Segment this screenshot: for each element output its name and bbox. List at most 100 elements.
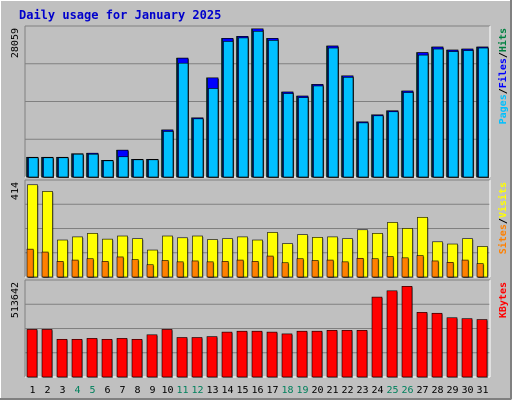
- x-tick-label-day-20: 20: [311, 385, 323, 396]
- bar-kbytes-day-18: [281, 333, 293, 378]
- x-tick-label-day-22: 22: [341, 385, 353, 396]
- legend-separator: /: [498, 52, 509, 58]
- bar-sites-day-25: [386, 256, 394, 278]
- panel-hits-legend: Pages/Files/Hits: [497, 28, 509, 124]
- bar-sites-day-28: [431, 260, 439, 278]
- x-tick-label-day-8: 8: [134, 385, 140, 396]
- bar-pages-day-26: [403, 92, 414, 178]
- bar-kbytes-day-23: [356, 330, 368, 378]
- x-tick-label-day-27: 27: [416, 385, 428, 396]
- bar-pages-day-31: [478, 47, 489, 178]
- bar-sites-day-14: [221, 261, 229, 278]
- chart-title: Daily usage for January 2025: [19, 8, 221, 22]
- bar-sites-day-8: [131, 259, 139, 278]
- legend-separator: /: [498, 218, 509, 224]
- bar-kbytes-day-7: [116, 338, 128, 378]
- x-tick-label-day-14: 14: [221, 385, 233, 396]
- bar-pages-day-14: [223, 41, 234, 178]
- bar-sites-day-11: [176, 261, 184, 278]
- bar-kbytes-day-20: [311, 330, 323, 378]
- bar-kbytes-day-19: [296, 330, 308, 378]
- bar-pages-day-21: [328, 47, 339, 178]
- bar-sites-day-6: [101, 261, 109, 278]
- x-tick-label-day-28: 28: [431, 385, 443, 396]
- x-tick-label-day-21: 21: [326, 385, 338, 396]
- bar-kbytes-day-10: [161, 329, 173, 378]
- bar-pages-day-2: [43, 157, 54, 178]
- bar-pages-day-12: [193, 118, 204, 178]
- x-tick-label-day-11: 11: [176, 385, 188, 396]
- bar-pages-day-23: [358, 122, 369, 178]
- bar-kbytes-day-1: [26, 329, 38, 378]
- x-tick-label-day-24: 24: [371, 385, 383, 396]
- labels-layer: 28059Pages/Files/Hits414Sites/Visits5136…: [10, 28, 509, 396]
- bar-sites-day-26: [401, 257, 409, 278]
- bar-kbytes-day-3: [56, 338, 68, 378]
- bar-sites-day-15: [236, 259, 244, 278]
- bar-kbytes-day-17: [266, 331, 278, 378]
- x-tick-label-day-18: 18: [281, 385, 293, 396]
- legend-entry-sites: Sites: [497, 224, 509, 254]
- bar-pages-day-5: [88, 153, 99, 178]
- bar-kbytes-day-14: [221, 331, 233, 378]
- bar-kbytes-day-15: [236, 330, 248, 378]
- bar-kbytes-day-12: [191, 337, 203, 378]
- bar-pages-day-25: [388, 111, 399, 178]
- legend-entry-pages: Pages: [498, 94, 509, 124]
- panel-kbytes-legend: KBytes: [498, 282, 509, 318]
- x-tick-label-day-31: 31: [476, 385, 488, 396]
- bar-sites-day-9: [146, 264, 154, 278]
- bar-kbytes-day-9: [146, 334, 158, 378]
- bar-pages-day-28: [433, 48, 444, 178]
- x-tick-label-day-23: 23: [356, 385, 368, 396]
- bar-pages-day-7: [118, 156, 129, 178]
- bar-pages-day-18: [283, 93, 294, 178]
- bar-sites-day-2: [41, 251, 49, 278]
- bar-pages-day-22: [343, 77, 354, 178]
- bar-sites-day-3: [56, 261, 64, 278]
- bar-kbytes-day-28: [431, 312, 443, 378]
- bar-kbytes-day-6: [101, 338, 113, 378]
- bar-kbytes-day-30: [461, 318, 473, 378]
- bar-pages-day-11: [178, 62, 189, 178]
- bar-pages-day-13: [208, 88, 219, 178]
- x-tick-label-day-16: 16: [251, 385, 263, 396]
- x-tick-label-day-1: 1: [29, 385, 35, 396]
- bar-kbytes-day-25: [386, 290, 398, 378]
- bar-pages-day-6: [103, 160, 114, 178]
- panel-visits-ymax-label: 414: [10, 182, 21, 200]
- x-tick-label-day-5: 5: [89, 385, 95, 396]
- bar-sites-day-27: [416, 255, 424, 278]
- bar-pages-day-8: [133, 159, 144, 178]
- bar-kbytes-day-27: [416, 312, 428, 378]
- bar-kbytes-day-26: [401, 286, 413, 378]
- bar-sites-day-21: [326, 259, 334, 278]
- bar-sites-day-19: [296, 258, 304, 278]
- bar-pages-day-4: [73, 153, 84, 178]
- x-tick-label-day-12: 12: [191, 385, 203, 396]
- bar-pages-day-30: [463, 50, 474, 178]
- bar-sites-day-12: [191, 260, 199, 278]
- bar-sites-day-1: [26, 248, 34, 278]
- bar-kbytes-day-16: [251, 330, 263, 378]
- bar-sites-day-13: [206, 261, 214, 278]
- legend-entry-kbytes: KBytes: [498, 282, 509, 318]
- x-tick-label-day-3: 3: [59, 385, 65, 396]
- x-tick-label-day-30: 30: [461, 385, 473, 396]
- bar-kbytes-day-11: [176, 337, 188, 378]
- x-tick-label-day-4: 4: [74, 385, 80, 396]
- bar-pages-day-29: [448, 51, 459, 178]
- bar-pages-day-15: [238, 37, 249, 178]
- legend-separator: /: [498, 88, 509, 94]
- bar-kbytes-day-5: [86, 338, 98, 378]
- bar-pages-day-3: [58, 157, 69, 178]
- bar-kbytes-day-8: [131, 338, 143, 378]
- x-tick-label-day-15: 15: [236, 385, 248, 396]
- bar-pages-day-27: [418, 54, 429, 178]
- x-tick-label-day-10: 10: [161, 385, 173, 396]
- legend-entry-files: Files: [497, 58, 509, 88]
- x-tick-label-day-17: 17: [266, 385, 278, 396]
- bar-kbytes-day-13: [206, 336, 218, 378]
